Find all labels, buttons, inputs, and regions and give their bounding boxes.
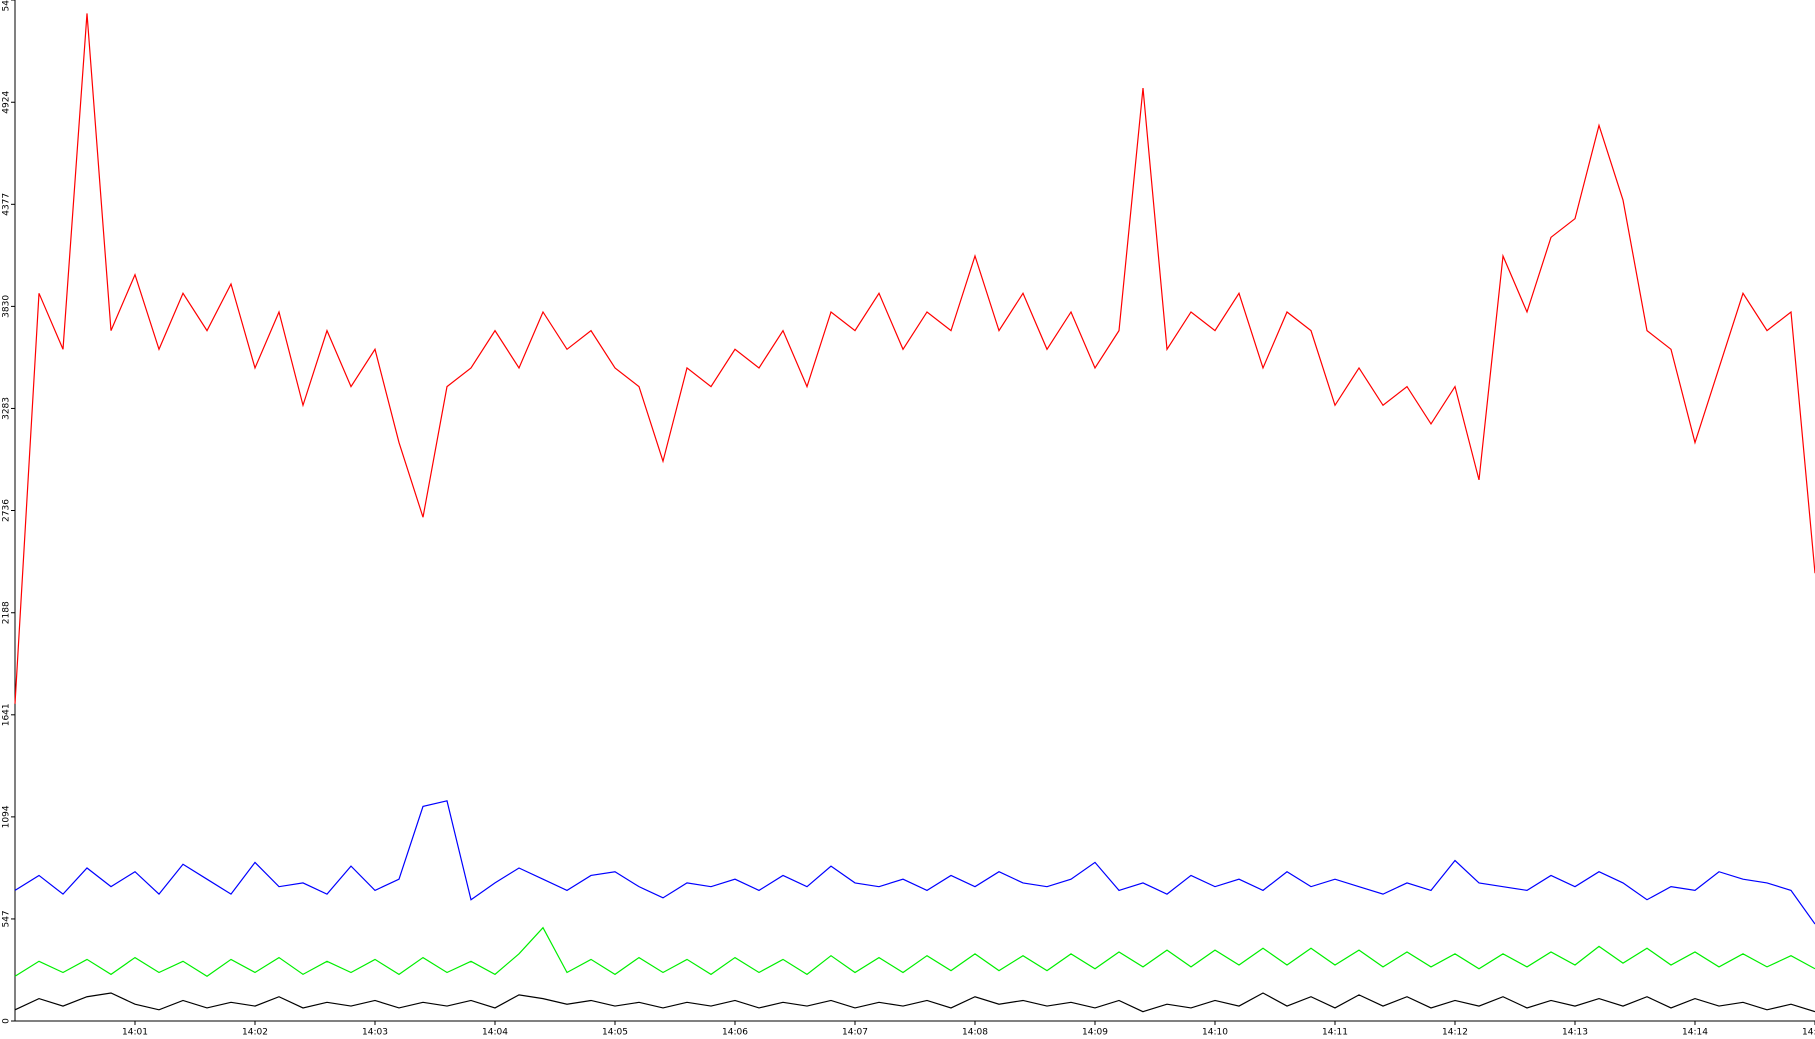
x-tick-label: 14:06 bbox=[722, 1028, 748, 1038]
x-tick-label: 14:15 bbox=[1802, 1028, 1815, 1038]
y-tick-label: 2736 bbox=[2, 499, 12, 522]
y-tick-label: 4377 bbox=[2, 193, 12, 216]
x-tick-label: 14:11 bbox=[1322, 1028, 1348, 1038]
x-tick-label: 14:08 bbox=[962, 1028, 988, 1038]
x-tick-label: 14:07 bbox=[842, 1028, 868, 1038]
x-tick-label: 14:09 bbox=[1082, 1028, 1108, 1038]
x-tick-label: 14:03 bbox=[362, 1028, 388, 1038]
line-series bbox=[14, 926, 1815, 977]
y-tick-label: 2188 bbox=[2, 601, 12, 624]
y-tick-label: 5472 bbox=[2, 0, 12, 11]
line-series bbox=[14, 13, 1815, 704]
line-series bbox=[14, 992, 1815, 1013]
x-tick-label: 14:10 bbox=[1202, 1028, 1228, 1038]
x-tick-label: 14:12 bbox=[1442, 1028, 1468, 1038]
x-tick-label: 14:13 bbox=[1562, 1028, 1588, 1038]
y-tick-label: 4924 bbox=[2, 91, 12, 114]
y-tick-label: 547 bbox=[2, 910, 12, 927]
x-tick-label: 14:14 bbox=[1682, 1028, 1708, 1038]
x-tick-label: 14:01 bbox=[122, 1028, 148, 1038]
y-tick-label: 3283 bbox=[2, 397, 12, 420]
x-tick-label: 14:05 bbox=[602, 1028, 628, 1038]
line-series bbox=[14, 800, 1815, 925]
x-tick-label: 14:04 bbox=[482, 1028, 508, 1038]
x-tick-label: 14:02 bbox=[242, 1028, 268, 1038]
y-tick-label: 1641 bbox=[2, 703, 12, 726]
y-tick-label: 0 bbox=[2, 1018, 12, 1024]
y-tick-label: 3830 bbox=[2, 295, 12, 318]
y-tick-label: 1094 bbox=[2, 805, 12, 828]
